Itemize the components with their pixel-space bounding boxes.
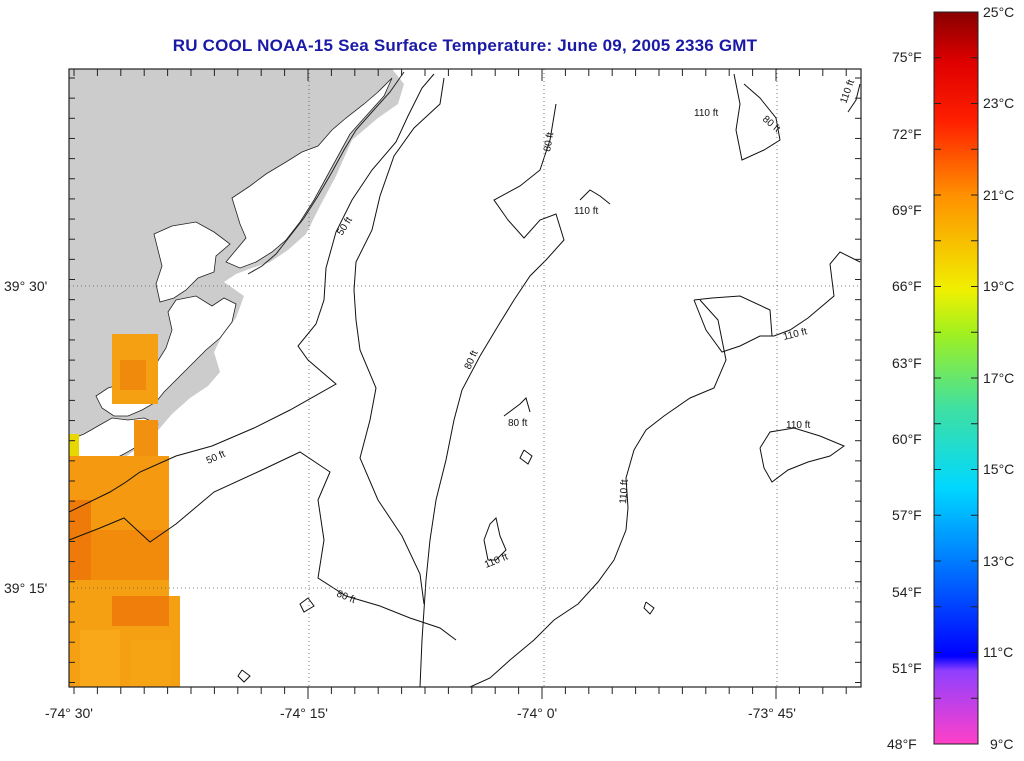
lat-label: 39° 15' [4, 580, 47, 596]
lon-label: -74° 0' [517, 705, 557, 721]
celsius-label: 11°C [983, 644, 1013, 660]
lat-label: 39° 30' [4, 278, 47, 294]
colorbar-celsius-labels: 25°C 23°C 21°C 19°C 17°C 15°C 13°C 11°C … [983, 4, 1014, 752]
celsius-label: 25°C [983, 4, 1014, 20]
contour-label: 110 ft [786, 420, 810, 431]
fahrenheit-label: 48°F [887, 736, 917, 752]
lon-label: -74° 15' [280, 705, 328, 721]
fahrenheit-label: 57°F [892, 507, 922, 523]
celsius-label: 23°C [983, 95, 1014, 111]
contour-label: 110 ft [694, 108, 718, 119]
colorbar-ticks [934, 11, 978, 745]
fahrenheit-label: 60°F [892, 431, 922, 447]
lon-label: -73° 45' [748, 705, 796, 721]
graticule [69, 69, 861, 687]
lon-label: -74° 30' [45, 705, 93, 721]
contour-label: 80 ft [508, 418, 528, 429]
celsius-label: 13°C [983, 553, 1014, 569]
coastline [247, 71, 405, 275]
sst-pixels [69, 334, 180, 687]
map-title: RU COOL NOAA-15 Sea Surface Temperature:… [172, 36, 758, 55]
fahrenheit-label: 54°F [892, 584, 922, 600]
axis-ticks [69, 69, 861, 699]
fahrenheit-label: 51°F [892, 660, 922, 676]
fahrenheit-label: 72°F [892, 126, 922, 142]
plot-frame [68, 68, 862, 688]
fahrenheit-label: 63°F [892, 355, 922, 371]
celsius-label: 19°C [983, 278, 1014, 294]
fahrenheit-label: 66°F [892, 278, 922, 294]
contour-label: 110 ft [618, 479, 631, 504]
celsius-label: 21°C [983, 187, 1014, 203]
contour-label: 110 ft [574, 206, 598, 217]
contour-label: 80 ft [542, 131, 556, 152]
celsius-label: 9°C [990, 736, 1014, 752]
colorbar [933, 11, 979, 745]
celsius-label: 17°C [983, 370, 1014, 386]
depth-contours [69, 73, 861, 687]
fahrenheit-label: 75°F [892, 49, 922, 65]
colorbar-fahrenheit-labels: 75°F 72°F 69°F 66°F 63°F 60°F 57°F 54°F … [887, 49, 922, 752]
bay-water [153, 221, 231, 303]
celsius-label: 15°C [983, 461, 1014, 477]
fahrenheit-label: 69°F [892, 202, 922, 218]
